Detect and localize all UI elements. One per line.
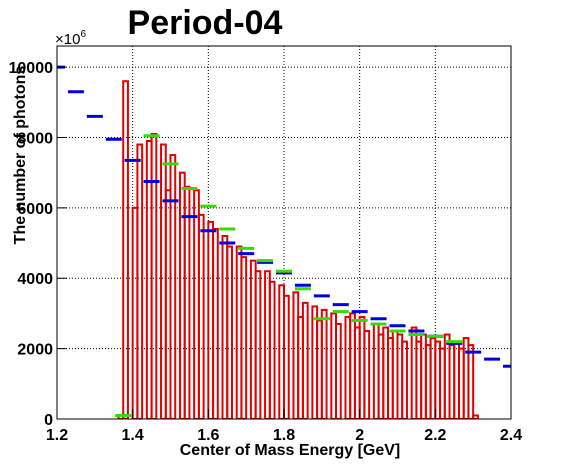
histogram-bar [240,256,248,419]
histogram-bar [254,270,262,419]
histogram-bar [169,154,177,419]
histogram-bar [212,227,219,419]
x-tick-label: 2.4 [500,427,522,444]
histogram-bar [320,308,328,419]
x-axis-label: Center of Mass Energy [GeV] [180,442,401,459]
axes: 1.2 1.4 1.6 1.8 2 2.2 2.4 0 2000 4000 6000 8000 1000… [9,60,523,444]
histogram-bar [335,322,342,419]
y-tick-label: 6000 [17,201,53,218]
y-axis-label: The number of photons [12,66,29,245]
histogram-bar [283,294,290,419]
chart-title: Period-04 [128,4,283,42]
x-tick-label: 1.4 [122,427,144,444]
histogram-bar [268,280,276,419]
histogram-bar [226,245,233,419]
histogram-bar [301,301,309,419]
y-tick-label: 8000 [17,130,53,147]
histogram-bar [197,213,205,419]
plot-area [57,65,511,419]
histogram-bar [472,414,479,419]
x-tick-label: 1.6 [197,427,219,444]
histogram-bar [136,143,144,419]
x-tick-label: 2 [355,427,364,444]
x-tick-label: 1.8 [273,427,295,444]
histogram-bar [122,80,129,419]
y-tick-label: 10000 [9,60,54,77]
y-tick-label: 2000 [17,342,53,359]
histogram-bar [183,185,191,419]
histogram-bar [150,132,158,419]
x-tick-label: 2.2 [424,427,446,444]
histogram-bar [363,330,371,419]
multiplier-exponent: 6 [80,29,86,40]
histogram-bar [401,340,408,419]
x-tick-label: 1.2 [46,427,68,444]
histogram-bar [467,344,475,419]
multiplier-base: ×10 [55,31,80,48]
y-tick-label: 4000 [17,271,53,288]
y-tick-label: 0 [44,412,53,429]
axis-multiplier: ×106 [55,29,86,48]
